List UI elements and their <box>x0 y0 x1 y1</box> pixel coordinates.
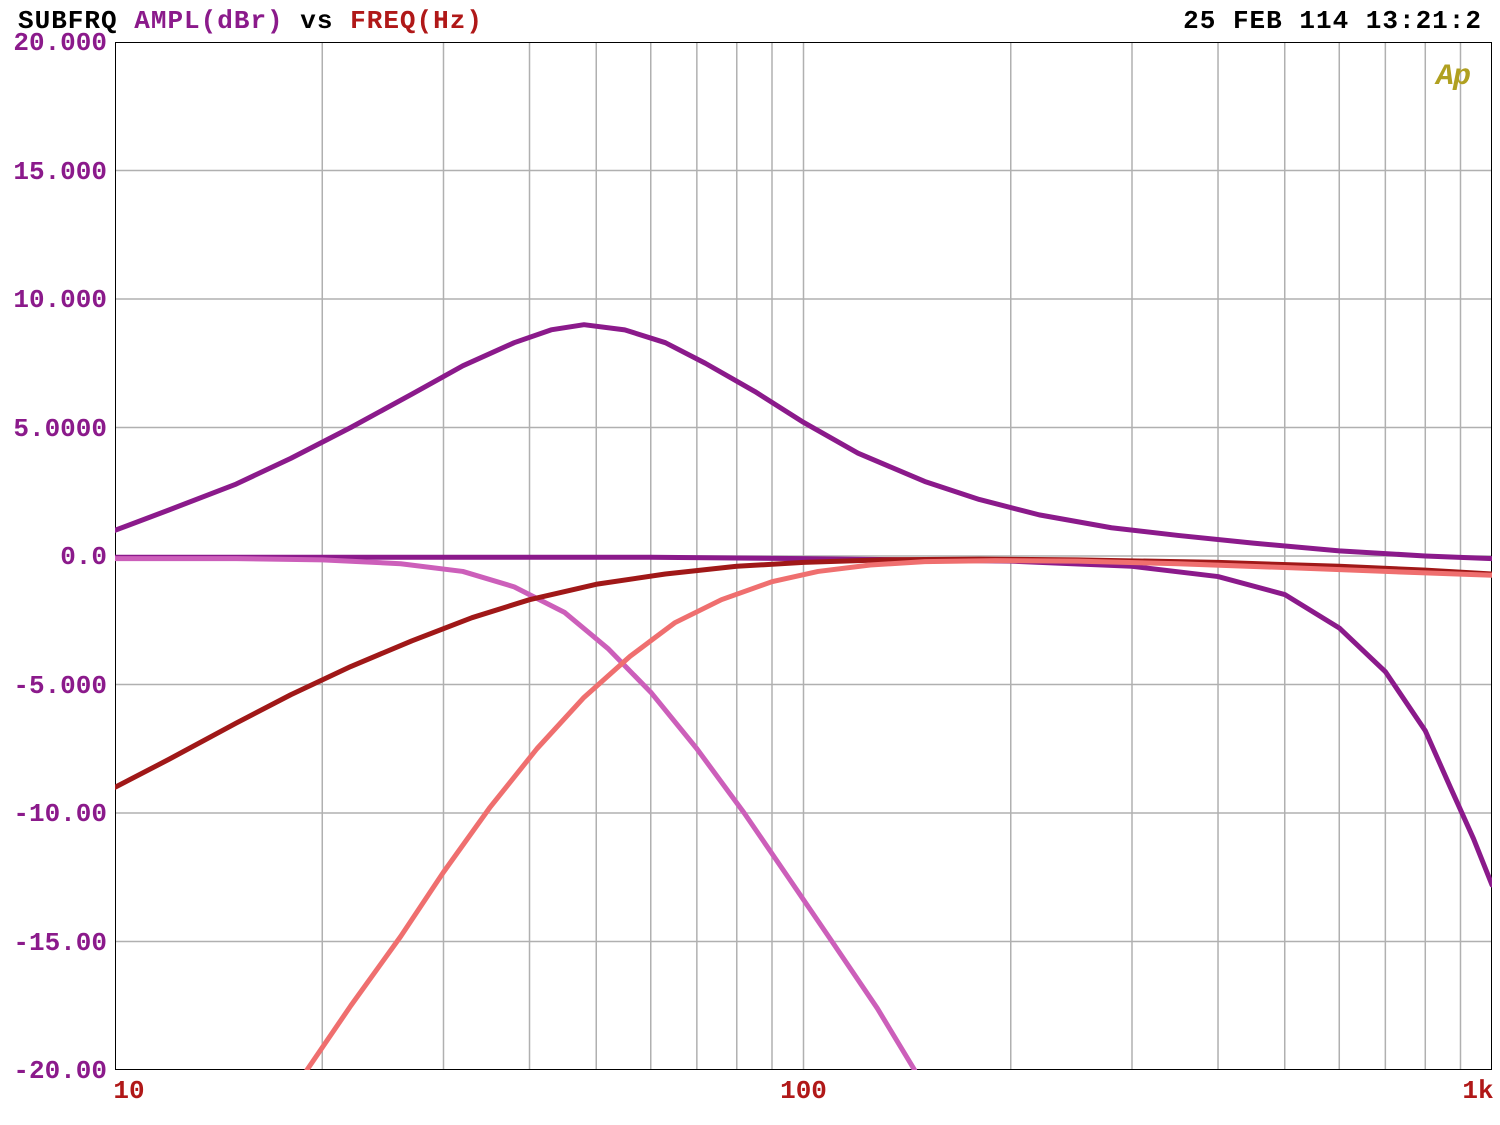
y-tick-label: -10.00 <box>7 799 107 829</box>
y-tick-label: 10.000 <box>7 285 107 315</box>
x-tick-label: 100 <box>780 1076 827 1106</box>
y-tick-label: 15.000 <box>7 157 107 187</box>
chart-header: SUBFRQ AMPL(dBr) vs FREQ(Hz) 25 FEB 114 … <box>18 6 1482 36</box>
x-tick-label: 1k <box>1462 1076 1493 1106</box>
y-tick-label: 0.0 <box>7 542 107 572</box>
ap-logo: Ap <box>1436 60 1470 94</box>
chart-container: SUBFRQ AMPL(dBr) vs FREQ(Hz) 25 FEB 114 … <box>0 0 1500 1125</box>
y-tick-label: -15.00 <box>7 928 107 958</box>
timestamp: 25 FEB 114 13:21:2 <box>1183 6 1482 36</box>
label-freq: FREQ(Hz) <box>350 6 483 36</box>
label-ampl: AMPL(dBr) <box>134 6 283 36</box>
y-tick-label: -20.00 <box>7 1056 107 1086</box>
y-tick-label: 5.0000 <box>7 414 107 444</box>
frequency-response-plot <box>115 42 1492 1070</box>
y-tick-label: -5.000 <box>7 671 107 701</box>
y-tick-label: 20.000 <box>7 28 107 58</box>
x-tick-label: 10 <box>113 1076 144 1106</box>
label-vs: vs <box>300 6 333 36</box>
